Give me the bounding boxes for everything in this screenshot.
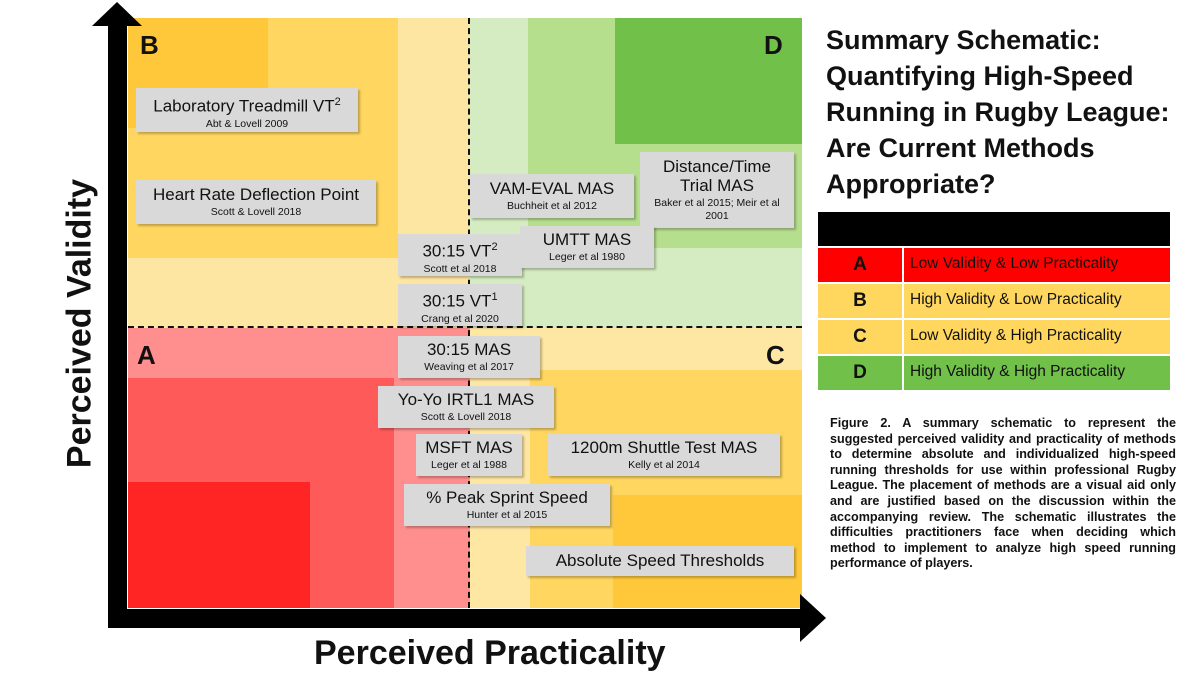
- legend-text: Low Validity & Low Practicality: [904, 248, 1170, 282]
- x-axis-line: [108, 609, 808, 628]
- quadrant-letter-c: C: [766, 340, 785, 370]
- y-axis-label: Perceived Validity: [60, 178, 99, 469]
- axes-arrows: [92, 2, 826, 642]
- method-citation: Crang et al 2020: [421, 312, 499, 325]
- method-citation: Buchheit et al 2012: [507, 200, 597, 212]
- method-citation: Kelly et al 2014: [628, 459, 700, 471]
- method-superscript: 1: [491, 291, 498, 303]
- horizontal-divider-line: [128, 326, 802, 328]
- legend-key: C: [818, 320, 902, 354]
- method-citation: Weaving et al 2017: [424, 361, 514, 373]
- method-superscript: 2: [491, 241, 498, 253]
- legend-text: High Validity & Low Practicality: [904, 284, 1170, 318]
- x-axis-arrowhead: [800, 594, 826, 642]
- method-name: UMTT MAS: [542, 230, 632, 249]
- x-axis-label: Perceived Practicality: [314, 634, 666, 672]
- method-name: Distance/Time Trial MAS: [662, 157, 771, 195]
- method-box-peak-sprint: % Peak Sprint Speed Hunter et al 2015: [404, 484, 610, 526]
- method-name: 30:15 VT: [422, 291, 492, 311]
- legend-text: High Validity & High Practicality: [904, 356, 1170, 390]
- method-name: VAM-EVAL MAS: [489, 179, 615, 198]
- method-citation: Leger et al 1980: [549, 251, 625, 263]
- legend-key: D: [818, 356, 902, 390]
- method-box-yoyo: Yo-Yo IRTL1 MAS Scott & Lovell 2018: [378, 386, 554, 428]
- method-name: 30:15 VT: [422, 241, 492, 261]
- method-name: Yo-Yo IRTL1 MAS: [397, 390, 535, 409]
- method-box-3015-mas: 30:15 MAS Weaving et al 2017: [398, 336, 540, 378]
- legend-row-a: A Low Validity & Low Practicality: [818, 248, 1170, 282]
- method-citation: Abt & Lovell 2009: [205, 117, 289, 130]
- legend-key: A: [818, 248, 902, 282]
- method-citation: Leger et al 1988: [431, 459, 507, 471]
- method-name: 1200m Shuttle Test MAS: [570, 438, 758, 457]
- method-name: % Peak Sprint Speed: [426, 488, 588, 507]
- method-citation: Scott & Lovell 2018: [420, 411, 512, 423]
- method-citation: Scott & Lovell 2018: [210, 206, 302, 218]
- legend-row-b: B High Validity & Low Practicality: [818, 284, 1170, 318]
- method-box-umtt: UMTT MAS Leger et al 1980: [520, 226, 654, 268]
- method-box-vam-eval: VAM-EVAL MAS Buchheit et al 2012: [470, 174, 634, 218]
- legend-row-c: C Low Validity & High Practicality: [818, 320, 1170, 354]
- method-superscript: 2: [334, 96, 341, 108]
- method-box-distance-time-trial: Distance/Time Trial MAS Baker et al 2015…: [640, 152, 794, 228]
- method-box-hr-deflection: Heart Rate Deflection Point Scott & Love…: [136, 180, 376, 224]
- legend-header: [818, 212, 1170, 246]
- method-name: MSFT MAS: [425, 438, 513, 457]
- method-name: Laboratory Treadmill VT: [153, 96, 335, 116]
- quadrant-letter-b: B: [140, 30, 159, 60]
- method-box-3015-vt2: 30:15 VT2 Scott et al 2018: [398, 234, 522, 276]
- y-axis-arrowhead: [92, 2, 142, 26]
- legend: A Low Validity & Low Practicality B High…: [818, 212, 1170, 390]
- method-citation: Baker et al 2015; Meir et al 2001: [654, 197, 780, 222]
- quadrant-letter-a: A: [137, 340, 156, 370]
- quadrant-d-core: [615, 18, 802, 144]
- method-box-3015-vt1: 30:15 VT1 Crang et al 2020: [398, 284, 522, 326]
- method-box-1200m-shuttle: 1200m Shuttle Test MAS Kelly et al 2014: [548, 434, 780, 476]
- quadrant-letter-d: D: [764, 30, 783, 60]
- method-box-lab-treadmill: Laboratory Treadmill VT2 Abt & Lovell 20…: [136, 88, 358, 132]
- figure-caption: Figure 2. A summary schematic to represe…: [830, 416, 1176, 571]
- method-name: Absolute Speed Thresholds: [555, 551, 765, 570]
- method-citation: Scott et al 2018: [423, 262, 497, 275]
- legend-text: Low Validity & High Practicality: [904, 320, 1170, 354]
- y-axis-line: [108, 14, 127, 628]
- method-name: Heart Rate Deflection Point: [153, 185, 359, 204]
- legend-row-d: D High Validity & High Practicality: [818, 356, 1170, 390]
- quadrant-a-core: [128, 482, 310, 608]
- method-box-msft: MSFT MAS Leger et al 1988: [416, 434, 522, 476]
- method-box-absolute-speed: Absolute Speed Thresholds: [526, 546, 794, 576]
- legend-key: B: [818, 284, 902, 318]
- method-name: 30:15 MAS: [426, 340, 512, 359]
- page-title: Summary Schematic: Quantifying High-Spee…: [826, 25, 1170, 199]
- method-citation: Hunter et al 2015: [466, 509, 548, 521]
